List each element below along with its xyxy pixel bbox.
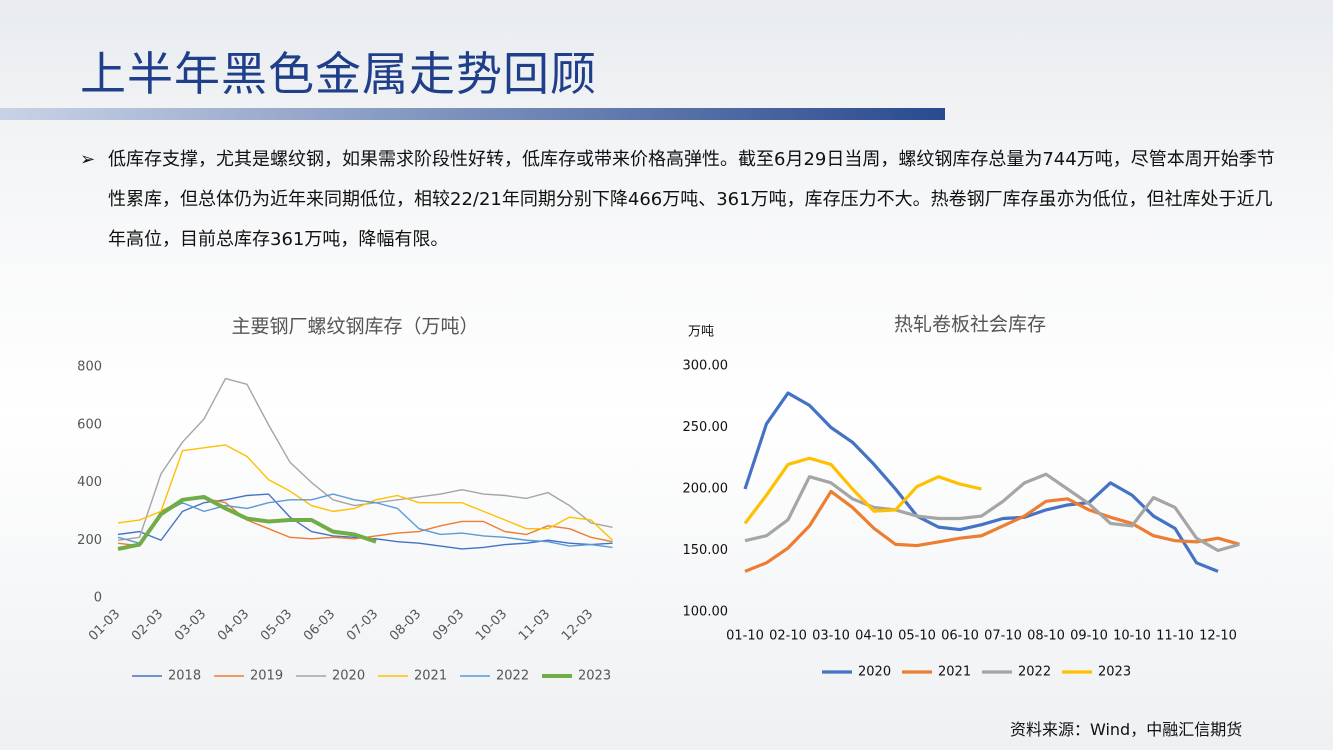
x-tick-label: 11-10	[1156, 629, 1194, 644]
series-line	[743, 391, 1219, 573]
y-tick-label: 200	[77, 533, 102, 548]
bullet-text: 低库存支撑，尤其是螺纹钢，如果需求阶段性好转，低库存或带来价格高弹性。截至6月2…	[108, 149, 1275, 250]
x-tick-label: 06-03	[301, 607, 338, 644]
x-tick-label: 09-10	[1070, 629, 1108, 644]
legend-label: 2018	[168, 669, 201, 684]
x-tick-label: 01-10	[726, 629, 764, 644]
x-tick-label: 02-03	[129, 607, 166, 644]
series-line	[117, 493, 613, 549]
y-tick-label: 400	[77, 475, 102, 490]
legend-label: 2023	[1098, 665, 1131, 680]
legend-label: 2022	[496, 669, 529, 684]
x-tick-label: 09-03	[430, 607, 467, 644]
x-tick-label: 04-03	[215, 607, 252, 644]
series-line	[117, 444, 613, 541]
x-tick-label: 07-03	[344, 607, 381, 644]
y-tick-label: 600	[77, 417, 102, 432]
x-tick-label: 11-03	[516, 607, 553, 644]
y-tick-label: 800	[77, 360, 102, 375]
x-tick-label: 01-03	[86, 607, 123, 644]
y-tick-label: 150.00	[683, 543, 729, 558]
legend-label: 2023	[578, 669, 611, 684]
chart-title: 主要钢厂螺纹钢库存（万吨）	[231, 316, 478, 338]
x-tick-label: 07-10	[984, 629, 1022, 644]
y-tick-label: 0	[94, 591, 102, 606]
source: 资料来源：Wind，中融汇信期货	[1010, 720, 1243, 739]
slide-title: 上半年黑色金属走势回顾	[80, 47, 597, 101]
x-tick-label: 05-10	[898, 629, 936, 644]
series-line	[117, 494, 377, 551]
y-tick-label: 100.00	[683, 605, 729, 620]
x-tick-label: 04-10	[855, 629, 893, 644]
x-tick-label: 02-10	[769, 629, 807, 644]
x-tick-label: 10-10	[1113, 629, 1151, 644]
x-tick-label: 08-10	[1027, 629, 1065, 644]
x-tick-label: 03-10	[812, 629, 850, 644]
y-tick-label: 200.00	[683, 482, 729, 497]
legend-label: 2021	[414, 669, 447, 684]
x-tick-label: 08-03	[387, 607, 424, 644]
title-bar	[0, 108, 945, 120]
x-tick-label: 12-03	[559, 607, 596, 644]
chart-title: 热轧卷板社会库存	[894, 314, 1046, 336]
x-tick-label: 06-10	[941, 629, 979, 644]
x-tick-label: 10-03	[473, 607, 510, 644]
legend-label: 2020	[858, 665, 891, 680]
legend-label: 2019	[250, 669, 283, 684]
series-line	[117, 377, 613, 541]
legend-label: 2022	[1018, 665, 1051, 680]
y-tick-label: 300.00	[683, 359, 729, 374]
y-axis-label: 万吨	[688, 325, 714, 340]
x-tick-label: 05-03	[258, 607, 295, 644]
x-tick-label: 12-10	[1199, 629, 1237, 644]
y-tick-label: 250.00	[683, 420, 729, 435]
x-tick-label: 03-03	[172, 607, 209, 644]
series-line	[744, 489, 1240, 573]
series-line	[743, 456, 982, 525]
bullet: ➢ 低库存支撑，尤其是螺纹钢，如果需求阶段性好转，低库存或带来价格高弹性。截至6月…	[80, 140, 1280, 260]
bullet-icon: ➢	[80, 149, 96, 170]
legend-label: 2020	[332, 669, 365, 684]
series-line	[744, 472, 1240, 553]
legend-label: 2021	[938, 665, 971, 680]
